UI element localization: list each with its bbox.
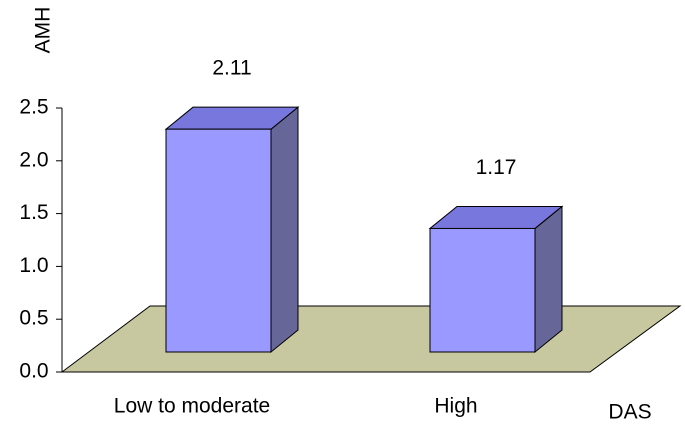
value-label: 2.11 (212, 57, 251, 80)
x-axis-label: DAS (608, 401, 651, 424)
y-tick-label: 2.0 (19, 148, 48, 171)
y-tick-label: 1.5 (19, 201, 48, 224)
y-axis-label: AMH (32, 7, 55, 54)
y-tick-label: 0.0 (19, 360, 48, 383)
x-tick-label: Low to moderate (114, 395, 270, 418)
x-tick-label: High (434, 395, 477, 418)
bar (429, 227, 536, 353)
bar-side (534, 205, 563, 354)
value-label: 1.17 (476, 156, 517, 179)
y-tick-label: 1.0 (19, 254, 48, 277)
y-tick-label: 0.5 (19, 307, 48, 330)
bar-side (270, 106, 299, 354)
bar (165, 128, 272, 353)
floor (60, 305, 682, 373)
y-tick-label: 2.5 (19, 96, 48, 119)
